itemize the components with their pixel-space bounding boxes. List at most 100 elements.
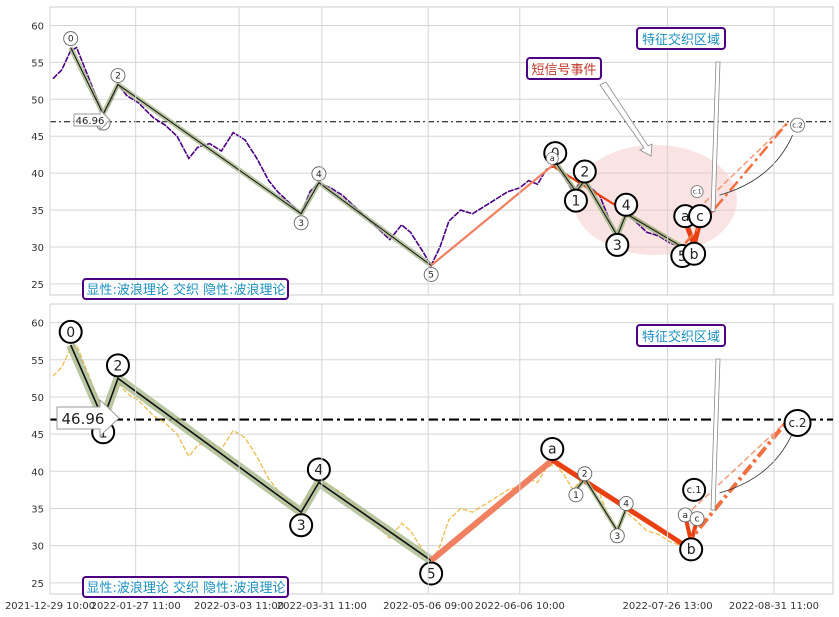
bottom-cross-text: 特征交织区域 (642, 329, 720, 345)
trend-up-line (430, 164, 554, 267)
bottom-legend-text: 显性:波浪理论 交织 隐性:波浪理论 (86, 580, 285, 596)
wave-abc-label-text: a (683, 511, 689, 521)
wave-b_marker-circle (679, 537, 704, 562)
wave-c2-text: c.2 (789, 416, 807, 430)
wave-sub-label-circle (568, 487, 584, 503)
y-tick-label: 55 (31, 58, 44, 69)
sub-wave-line (575, 477, 627, 532)
wave-a_marker-circle (545, 151, 559, 165)
x-tick-label: 2021-12-29 10:00 (5, 601, 95, 612)
sub-wave-line (554, 161, 683, 248)
wave-main-label-circle (293, 215, 309, 231)
wave-sub-label-text: 3 (614, 532, 620, 542)
x-tick-label: 2022-08-31 11:00 (729, 601, 819, 612)
y-tick-label: 35 (31, 206, 44, 217)
wave-sub-label-circle (577, 466, 593, 482)
projection-guide-line (684, 418, 790, 517)
top-panel: 2530354045505560012345012345abcc.1c.2a (31, 21, 833, 291)
wave-b_marker-text: b (687, 542, 696, 558)
y-tick-label: 55 (31, 356, 44, 367)
top-cross-annotation: 特征交织区域 (636, 27, 726, 50)
wave-main-label-text: 2 (115, 72, 121, 82)
wave-abc-label-text: c (696, 209, 704, 225)
c2-curve (719, 432, 793, 494)
wave-main-label-circle (110, 68, 126, 83)
top-legend-text: 显性:波浪理论 交织 隐性:波浪理论 (86, 282, 285, 298)
x-tick-label: 2022-05-06 09:00 (383, 601, 473, 612)
wave-main-label-circle (419, 561, 444, 586)
wave-abc-label-circle (688, 204, 713, 229)
wave-sub-label-text: 3 (613, 238, 622, 254)
x-tick-label: 2022-06-06 10:00 (475, 601, 565, 612)
wave-sub-label-circle (572, 159, 597, 184)
wave-abc-label-text: a (681, 209, 690, 225)
wave-c2-text: c.2 (792, 121, 803, 129)
y-tick-label: 35 (31, 504, 44, 515)
wave-sub-label-circle (614, 192, 639, 217)
wave-abc-label-circle (689, 511, 705, 527)
wave-main-label-circle (105, 353, 130, 378)
y-tick-label: 45 (31, 430, 44, 441)
wave-main-label-text: 0 (66, 325, 75, 341)
cross-callout-arrow (710, 61, 721, 212)
wave-a_marker-text: a (548, 442, 557, 458)
top-cross-text: 特征交织区域 (642, 32, 720, 48)
x-tick-label: 2022-07-26 13:00 (622, 601, 712, 612)
wave-sub-label-circle (609, 528, 625, 544)
wave-main-label-circle (306, 457, 331, 482)
wave-c1-circle (690, 185, 704, 199)
wave-main-label-text: 2 (113, 358, 122, 374)
bottom-cross-annotation: 特征交织区域 (636, 324, 726, 347)
y-tick-label: 40 (31, 169, 44, 180)
y-tick-label: 25 (31, 579, 44, 590)
wave-abc-label-text: b (690, 247, 699, 263)
y-tick-label: 50 (31, 95, 44, 106)
wave-main-label-circle (58, 319, 83, 344)
signal-callout-arrow (599, 81, 653, 157)
wave-sub-label-circle (618, 496, 634, 511)
wave-sub-label-text: 4 (623, 499, 629, 509)
wave-main-label-text: 0 (68, 35, 74, 45)
y-tick-label: 30 (31, 243, 44, 254)
wave-c2-circle (790, 117, 805, 133)
bottom-legend-box: 显性:波浪理论 交织 隐性:波浪理论 (82, 576, 289, 598)
top-legend-box: 显性:波浪理论 交织 隐性:波浪理论 (82, 278, 289, 300)
wave-sub-label-circle (563, 188, 588, 213)
y-tick-label: 60 (31, 21, 44, 32)
wave-sub-label-text: 4 (622, 198, 631, 214)
wave-sub-label-circle (605, 232, 630, 257)
wave-main-label-circle (63, 31, 79, 47)
wave-main-label-text: 5 (428, 270, 434, 280)
y-tick-label: 45 (31, 132, 44, 143)
signal-text: 短信号事件 (531, 63, 596, 78)
wave-c1-circle (682, 477, 707, 502)
wave-abc-label-circle (682, 241, 707, 266)
projection-line (683, 417, 791, 547)
wave-sub-label-text: 1 (573, 491, 579, 501)
wave-main-label-text: 3 (297, 518, 306, 534)
y-tick-label: 40 (31, 467, 44, 478)
y-tick-label: 25 (31, 280, 44, 291)
c2-curve (719, 134, 793, 196)
wave-main-label-circle (311, 166, 327, 182)
wave-a_marker-circle (540, 437, 565, 461)
wave-sub-label-text: 5 (678, 249, 687, 265)
x-tick-label: 2022-01-27 11:00 (91, 601, 181, 612)
wave-main-label-circle (289, 513, 314, 538)
cross-callout-arrow (710, 358, 721, 511)
wave-abc-label-text: c (695, 515, 700, 525)
wave-main-label-text: 5 (427, 567, 436, 583)
y-tick-label: 60 (31, 319, 44, 330)
wave-main-label-circle (423, 267, 439, 282)
x-tick-label: 2022-03-03 11:00 (194, 601, 284, 612)
wave-c1-text: c.1 (693, 189, 702, 196)
wave-main-line (70, 47, 432, 266)
wave-main-label-text: 4 (314, 462, 323, 478)
wave-sub-label-text: 2 (582, 470, 588, 480)
wave-sub-label-text: 2 (580, 165, 589, 181)
trend-up-line (429, 457, 555, 563)
wave-main-label-text: 4 (316, 170, 322, 180)
wave-a_marker-text: a (550, 154, 555, 163)
